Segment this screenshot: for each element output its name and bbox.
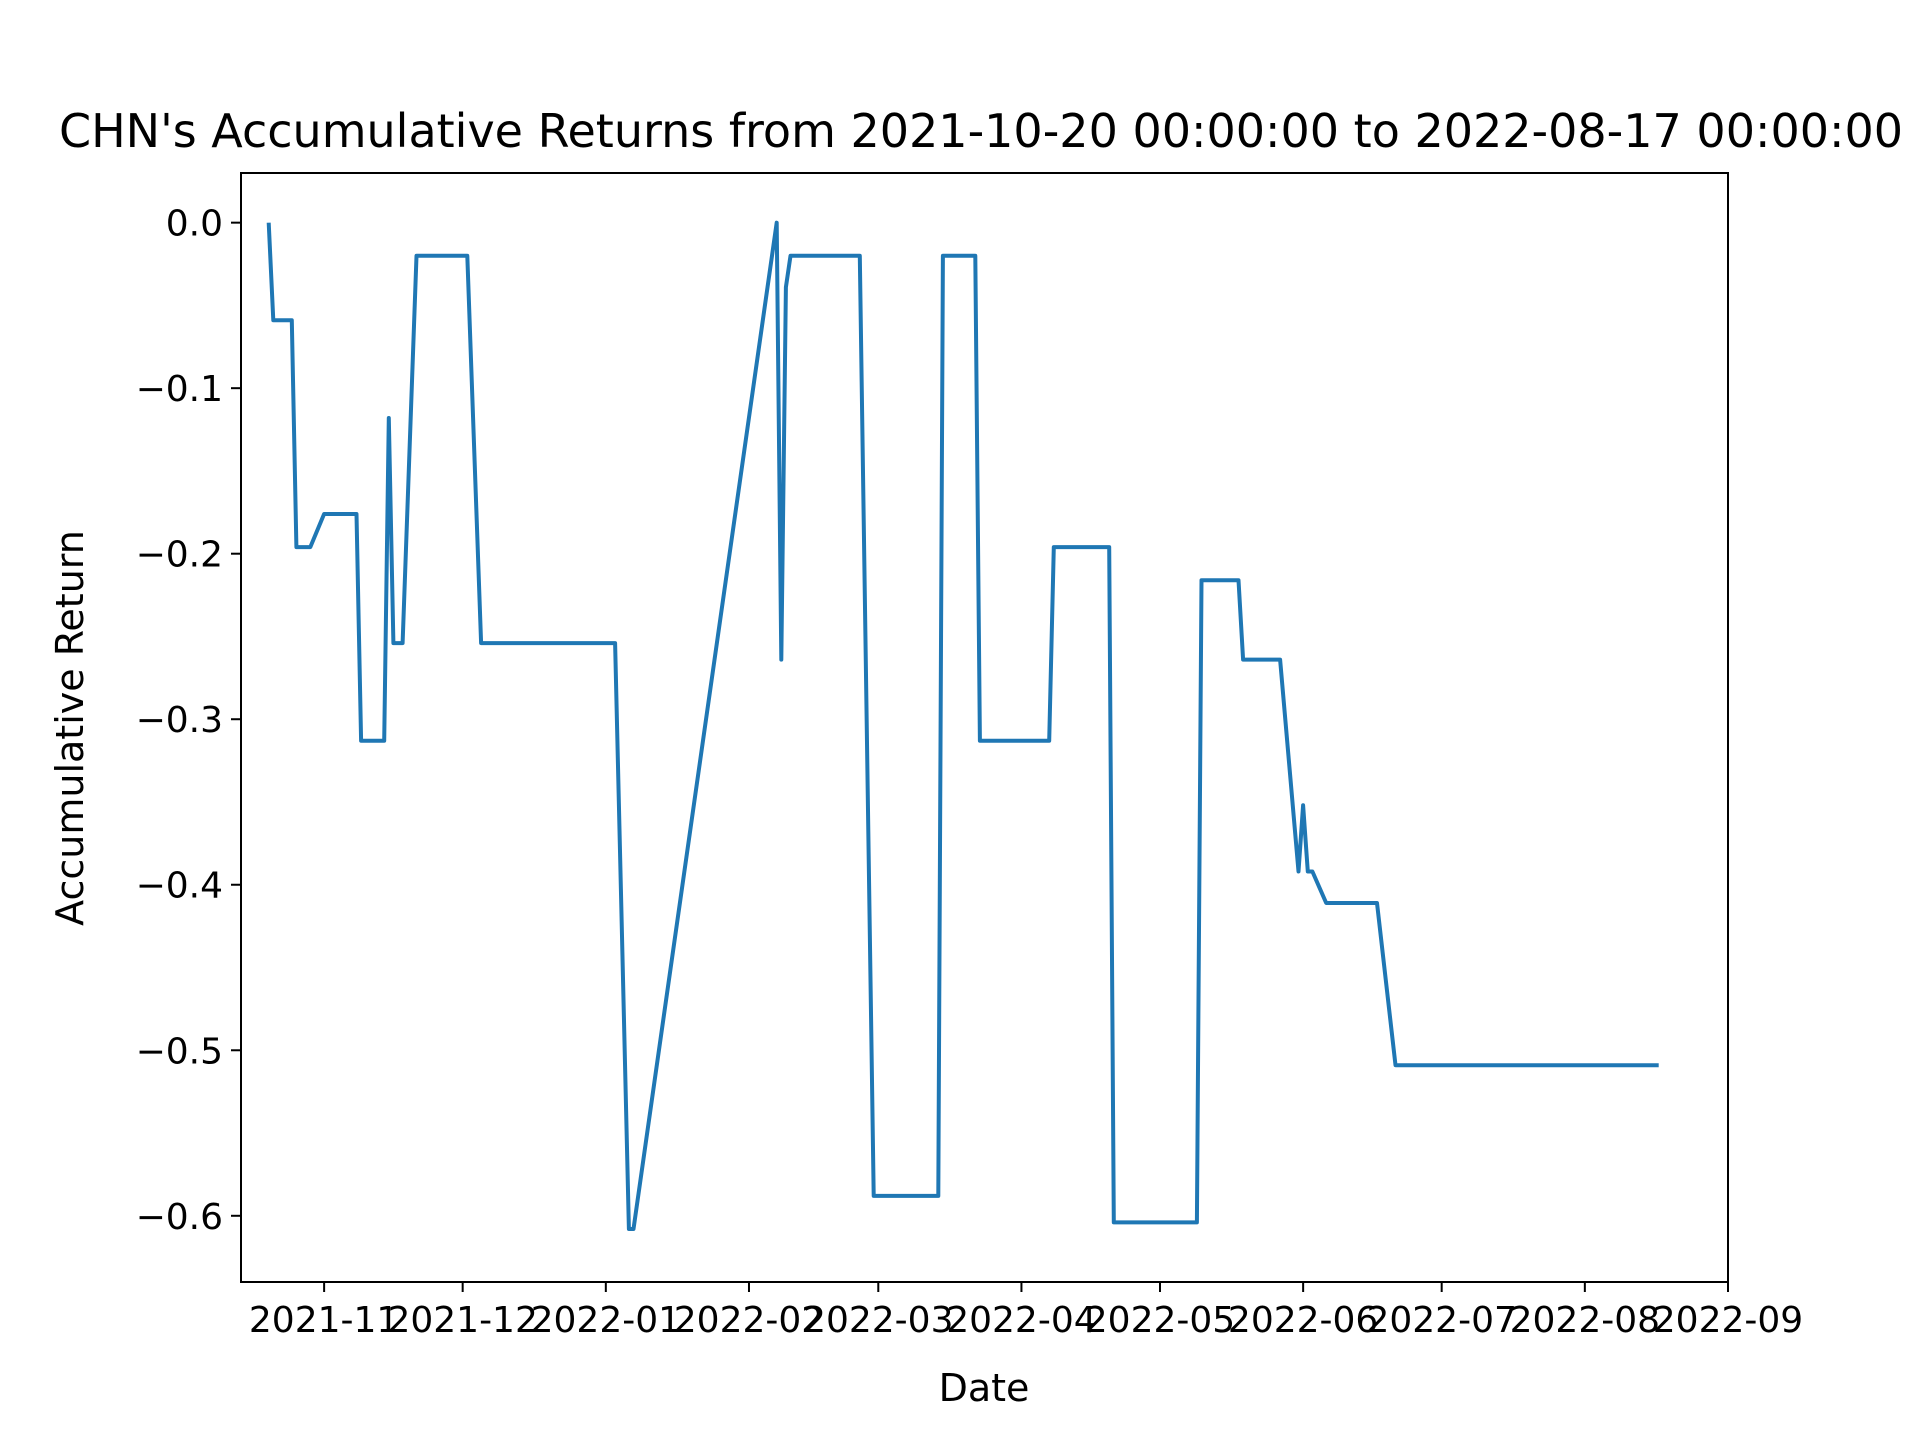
x-axis: 2021-112021-122022-012022-022022-032022-… xyxy=(249,1282,1803,1341)
y-axis: 0.0 −0.1 −0.2 −0.3 −0.4 −0.5 −0.6 xyxy=(136,204,241,1238)
y-tick-label: 0.0 xyxy=(166,204,223,245)
y-tick-label: −0.6 xyxy=(136,1197,223,1238)
y-tick-label: −0.2 xyxy=(136,535,223,576)
series-line-0 xyxy=(266,220,1659,1231)
x-tick-label: 2021-11 xyxy=(249,1300,399,1341)
x-tick-label: 2022-04 xyxy=(946,1300,1096,1341)
x-tick-label: 2022-06 xyxy=(1228,1300,1378,1341)
y-tick-label: −0.3 xyxy=(136,700,223,741)
x-tick-label: 2022-03 xyxy=(803,1300,953,1341)
x-tick-label: 2021-12 xyxy=(387,1300,537,1341)
series-layer xyxy=(266,220,1659,1231)
y-tick-label: −0.5 xyxy=(136,1031,223,1072)
x-axis-label: Date xyxy=(939,1366,1030,1410)
x-tick-label: 2022-05 xyxy=(1085,1300,1235,1341)
y-tick-label: −0.1 xyxy=(136,369,223,410)
chart-title: CHN's Accumulative Returns from 2021-10-… xyxy=(59,104,1903,158)
plot-area xyxy=(240,172,1729,1283)
x-tick-label: 2022-07 xyxy=(1366,1300,1516,1341)
x-tick-label: 2022-09 xyxy=(1653,1300,1803,1341)
x-tick-label: 2022-02 xyxy=(674,1300,824,1341)
y-axis-label: Accumulative Return xyxy=(48,530,92,926)
y-tick-label: −0.4 xyxy=(136,866,223,907)
x-tick-label: 2022-08 xyxy=(1510,1300,1660,1341)
x-tick-label: 2022-01 xyxy=(531,1300,681,1341)
